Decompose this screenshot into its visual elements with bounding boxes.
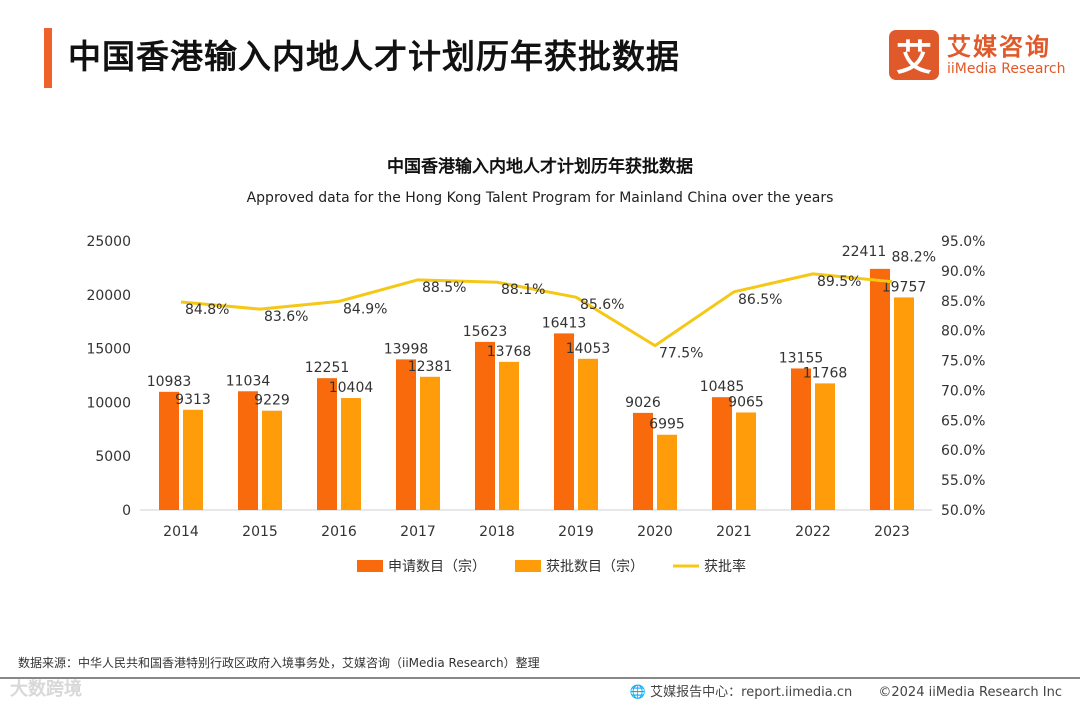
- y2-tick-label: 90.0%: [941, 264, 985, 280]
- bar-label-approved: 13768: [487, 344, 532, 360]
- logo-en: iiMedia Research: [947, 61, 1066, 77]
- y2-tick-label: 85.0%: [941, 294, 985, 310]
- footer-site: 艾媒报告中心：report.iimedia.cn: [650, 685, 853, 700]
- bar-applications: [633, 412, 653, 510]
- x-tick-label: 2015: [242, 524, 278, 540]
- x-tick-label: 2014: [163, 524, 199, 540]
- y2-tick-label: 55.0%: [941, 473, 985, 489]
- bar-applications: [159, 391, 179, 510]
- bar-label-approved: 11768: [803, 365, 848, 381]
- watermark: 大数跨境: [10, 679, 82, 700]
- bar-approved: [262, 410, 282, 510]
- line-approval-rate: [180, 272, 893, 348]
- bar-applications: [396, 359, 416, 510]
- bar-label-approved: 9229: [254, 393, 290, 409]
- globe-icon: 🌐: [629, 685, 647, 700]
- logo-mark: 艾: [889, 30, 939, 80]
- legend-label: 获批率: [704, 558, 746, 575]
- bar-applications: [712, 397, 732, 510]
- legend-marker: [515, 560, 541, 572]
- line-label-rate: 88.2%: [892, 250, 936, 266]
- y-tick-label: 5000: [95, 449, 131, 465]
- x-tick-label: 2020: [637, 524, 673, 540]
- y-tick-label: 20000: [86, 288, 131, 304]
- line-label-rate: 85.6%: [580, 297, 624, 313]
- bar-label-applications: 16413: [542, 315, 587, 331]
- bar-applications: [238, 391, 258, 510]
- bar-applications: [475, 341, 495, 510]
- line-label-rate: 88.5%: [422, 280, 466, 296]
- bar-approved: [894, 297, 914, 510]
- x-tick-label: 2021: [716, 524, 752, 540]
- bar-approved: [420, 376, 440, 510]
- bar-approved: [578, 358, 598, 510]
- line-label-rate: 86.5%: [738, 292, 782, 308]
- line-label-rate: 77.5%: [659, 346, 703, 362]
- y-tick-label: 10000: [86, 395, 131, 411]
- line-label-rate: 84.9%: [343, 301, 387, 317]
- footer-divider: [0, 677, 1080, 679]
- bar-approved: [736, 412, 756, 510]
- bar-label-applications: 13998: [384, 341, 429, 357]
- bar-label-applications: 10983: [147, 374, 192, 390]
- x-tick-label: 2016: [321, 524, 357, 540]
- bar-label-approved: 6995: [649, 417, 685, 433]
- logo-cn: 艾媒咨询: [947, 33, 1051, 61]
- line-label-rate: 88.1%: [501, 282, 545, 298]
- x-tick-label: 2017: [400, 524, 436, 540]
- x-tick-label: 2022: [795, 524, 831, 540]
- legend-marker: [357, 560, 383, 572]
- y-tick-label: 25000: [86, 234, 131, 250]
- bar-applications: [791, 368, 811, 510]
- bar-applications: [554, 333, 574, 510]
- bar-label-applications: 11034: [226, 373, 271, 389]
- iimedia-logo: 艾 艾媒咨询 iiMedia Research: [889, 30, 1066, 80]
- footer-info: 🌐 艾媒报告中心：report.iimedia.cn ©2024 iiMedia…: [630, 681, 1062, 700]
- legend-label: 获批数目（宗）: [546, 559, 644, 575]
- y-tick-label: 0: [122, 503, 131, 519]
- bar-applications: [870, 268, 890, 510]
- page-title: 中国香港输入内地人才计划历年获批数据: [68, 37, 680, 76]
- y-tick-label: 15000: [86, 342, 131, 358]
- bar-label-applications: 9026: [625, 395, 661, 411]
- x-tick-label: 2023: [874, 524, 910, 540]
- bar-label-applications: 22411: [842, 244, 887, 260]
- y2-tick-label: 70.0%: [941, 383, 985, 399]
- bar-applications: [317, 378, 337, 510]
- y2-tick-label: 65.0%: [941, 413, 985, 429]
- bar-approved: [499, 361, 519, 510]
- bar-label-approved: 14053: [566, 341, 611, 357]
- bar-approved: [657, 434, 677, 510]
- y2-tick-label: 50.0%: [941, 503, 985, 519]
- legend-label: 申请数目（宗）: [388, 559, 486, 575]
- bar-label-applications: 15623: [463, 324, 508, 340]
- line-label-rate: 84.8%: [185, 302, 229, 318]
- y2-tick-label: 80.0%: [941, 324, 985, 340]
- bar-label-approved: 10404: [329, 380, 374, 396]
- bar-label-applications: 12251: [305, 360, 350, 376]
- bar-label-approved: 19757: [882, 279, 927, 295]
- bar-approved: [341, 398, 361, 510]
- chart-subtitle: Approved data for the Hong Kong Talent P…: [247, 190, 834, 206]
- x-tick-label: 2018: [479, 524, 515, 540]
- y2-tick-label: 95.0%: [941, 234, 985, 250]
- chart-title: 中国香港输入内地人才计划历年获批数据: [387, 156, 693, 177]
- footer-copyright: ©2024 iiMedia Research Inc: [878, 685, 1062, 700]
- x-tick-label: 2019: [558, 524, 594, 540]
- bar-label-approved: 9065: [728, 394, 764, 410]
- bar-approved: [815, 383, 835, 510]
- bar-label-approved: 9313: [175, 392, 211, 408]
- data-source: 数据来源：中华人民共和国香港特别行政区政府入境事务处，艾媒咨询（iiMedia …: [18, 656, 540, 670]
- line-label-rate: 89.5%: [817, 274, 861, 290]
- bar-label-applications: 10485: [700, 379, 745, 395]
- y2-tick-label: 75.0%: [941, 354, 985, 370]
- title-accent-bar: [44, 28, 52, 88]
- bar-label-applications: 13155: [779, 350, 824, 366]
- y2-tick-label: 60.0%: [941, 443, 985, 459]
- line-label-rate: 83.6%: [264, 309, 308, 325]
- bar-label-approved: 12381: [408, 359, 453, 375]
- bar-approved: [183, 409, 203, 510]
